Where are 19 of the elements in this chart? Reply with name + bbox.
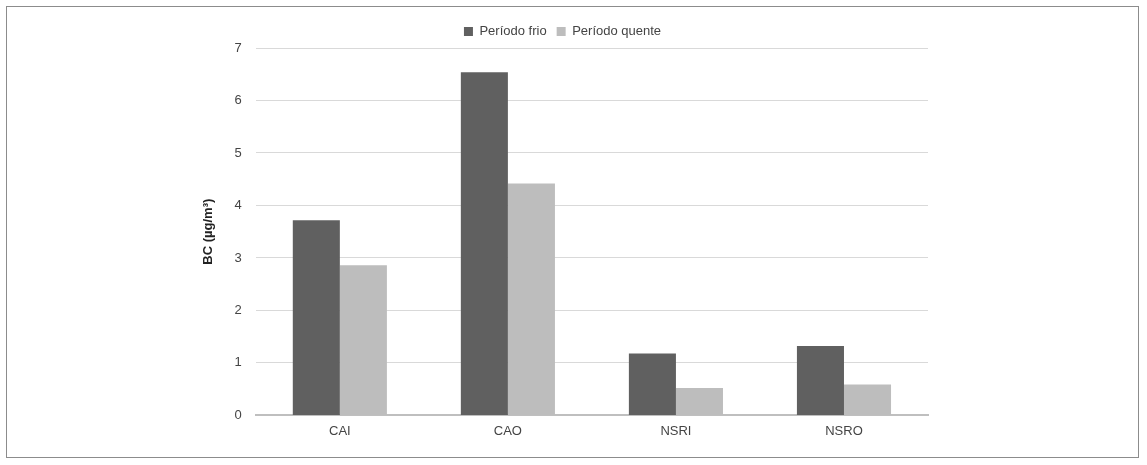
- y-tick-label: 3: [234, 249, 242, 265]
- legend-label: Período frio: [479, 23, 547, 39]
- bar: [460, 72, 508, 415]
- y-tick-label: 2: [234, 302, 242, 318]
- y-tick-label: 5: [234, 144, 242, 160]
- y-axis-title: BC (µg/m³): [200, 198, 216, 265]
- x-tick-label: NSRI: [660, 422, 692, 438]
- bar: [796, 346, 844, 415]
- x-tick-label: CAO: [493, 422, 522, 438]
- bar: [292, 220, 340, 415]
- x-tick-label: CAI: [329, 422, 351, 438]
- legend-label: Período quente: [572, 23, 662, 39]
- y-tick-label: 4: [234, 197, 242, 213]
- y-tick-label: 0: [234, 406, 242, 422]
- y-tick-label: 6: [234, 92, 242, 108]
- x-tick-label: NSRO: [825, 422, 863, 438]
- y-tick-label: 7: [234, 39, 242, 55]
- y-tick-label: 1: [234, 354, 242, 370]
- bar: [628, 353, 676, 415]
